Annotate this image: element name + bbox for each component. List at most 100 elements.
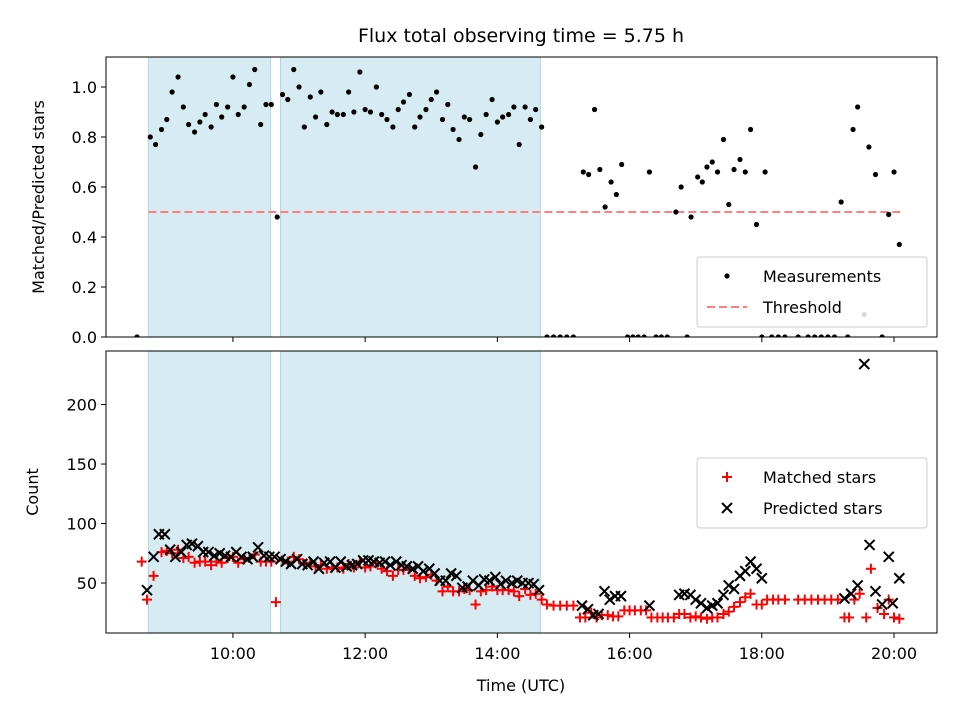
matched-star-point — [695, 612, 706, 623]
matched-star-point — [508, 586, 519, 597]
measurement-point — [433, 89, 440, 95]
matched-star-point — [718, 608, 729, 619]
matched-star-point — [536, 594, 547, 605]
measurement-point — [564, 334, 570, 337]
measurement-point — [164, 116, 170, 123]
predicted-star-point — [252, 541, 264, 554]
measurement-point — [737, 156, 743, 163]
measurement-point — [506, 111, 512, 118]
measurement-point — [230, 74, 236, 80]
measurement-point — [439, 116, 446, 123]
measurement-point — [522, 104, 528, 110]
x-axis-title: Time (UTC) — [476, 676, 565, 695]
measurement-point — [673, 209, 679, 215]
matched-star-point — [387, 570, 398, 581]
panel-frame — [105, 56, 938, 338]
measurement-point — [390, 124, 396, 130]
y-tick-label: 0.4 — [72, 228, 97, 247]
predicted-star-point — [186, 538, 198, 550]
matched-star-point — [668, 612, 679, 623]
x-tick-label: 12:00 — [342, 644, 388, 663]
measurement-point — [516, 141, 522, 148]
measurement-point — [483, 111, 489, 118]
measurement-point — [186, 121, 192, 128]
predicted-star-point — [379, 555, 391, 568]
measurement-point — [747, 126, 754, 133]
x-tick-label: 18:00 — [739, 644, 785, 663]
matched-star-point — [437, 586, 448, 597]
measurement-point — [731, 166, 737, 173]
measurement-point — [872, 171, 879, 178]
measurement-point — [324, 121, 330, 128]
matched-star-point — [679, 608, 690, 619]
matched-star-point — [568, 600, 579, 611]
measurement-point — [557, 334, 563, 337]
measurement-point — [241, 104, 247, 110]
predicted-star-point — [175, 546, 188, 558]
predicted-star-point — [307, 555, 320, 568]
y-tick-label: 150 — [66, 455, 97, 474]
measurement-point — [291, 66, 297, 73]
measurement-point — [346, 89, 352, 95]
matched-star-point — [690, 611, 701, 622]
measurement-point — [838, 199, 844, 205]
matched-star-point — [832, 594, 843, 605]
measurement-point — [274, 214, 280, 220]
legend-marker — [722, 472, 732, 482]
measurement-point — [658, 334, 664, 337]
measurement-point — [608, 179, 614, 185]
x-tick-label: 10:00 — [210, 644, 256, 663]
predicted-star-point — [483, 574, 496, 587]
measurement-point — [855, 104, 861, 110]
matched-star-point — [879, 608, 890, 619]
measurement-point — [307, 94, 313, 100]
predicted-star-point — [604, 593, 616, 606]
measurement-point — [158, 126, 165, 133]
y-tick-label: 0.0 — [72, 328, 97, 347]
predicted-star-point — [159, 528, 171, 540]
observing-interval — [147, 351, 272, 633]
predicted-star-point — [401, 560, 413, 573]
predicted-star-point — [886, 597, 899, 609]
y-tick-label: 1.0 — [72, 78, 97, 97]
matched-star-point — [734, 597, 745, 608]
legend-frame — [696, 256, 928, 328]
measurement-point — [635, 334, 641, 337]
measurement-point — [152, 141, 159, 148]
measurement-point — [456, 136, 462, 143]
matched-star-point — [861, 612, 872, 623]
panel-plot-area — [136, 351, 906, 633]
measurement-point — [197, 119, 203, 125]
y-tick-label: 0.8 — [72, 128, 97, 147]
measurement-point — [886, 211, 892, 218]
measurement-point — [720, 136, 727, 143]
predicted-star-point — [450, 570, 463, 582]
measurement-point — [208, 124, 214, 130]
measurement-point — [219, 114, 225, 120]
predicted-star-point — [876, 598, 888, 611]
measurement-point — [134, 334, 140, 337]
legend-label: Measurements — [763, 267, 881, 286]
matched-star-point — [889, 612, 900, 623]
matched-star-point — [270, 597, 281, 608]
predicted-star-point — [384, 559, 396, 571]
legend-marker — [721, 502, 733, 514]
legend-label: Threshold — [762, 298, 842, 317]
measurement-point — [450, 126, 456, 133]
panel-1: 0.0 0.2 0.4 0.6 0.8 1.0 Matched/Predicted star… — [29, 56, 938, 347]
measurement-point — [762, 169, 768, 175]
measurement-point — [818, 334, 824, 337]
y-tick-label: 50 — [77, 574, 97, 593]
predicted-star-point — [750, 563, 763, 575]
matched-star-point — [641, 605, 652, 616]
measurement-point — [329, 109, 335, 115]
predicted-star-point — [417, 565, 430, 577]
measurement-point — [472, 164, 479, 170]
measurement-point — [213, 101, 220, 108]
matched-star-point — [723, 606, 734, 617]
panel-2: 50 100 150 200 10:00 12:00 14:00 16:00 18:00 20:0… — [23, 350, 938, 663]
measurement-point — [489, 96, 495, 103]
measurement-point — [180, 104, 186, 110]
y-axis-title: Matched/Predicted stars — [29, 100, 48, 294]
measurement-point — [367, 109, 374, 115]
